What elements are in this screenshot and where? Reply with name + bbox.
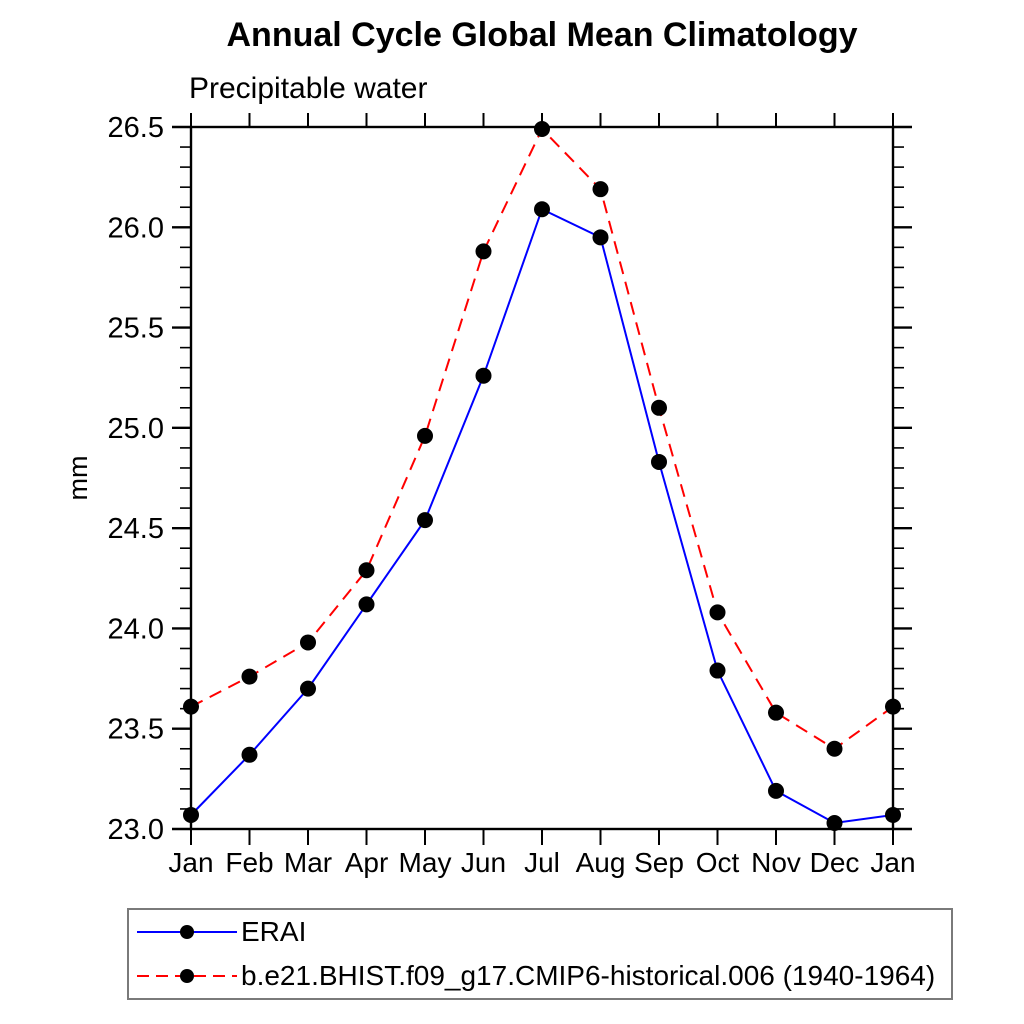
model-marker: [709, 604, 726, 621]
erai-marker: [592, 229, 609, 246]
erai-marker: [241, 746, 258, 763]
legend: ERAI b.e21.BHIST.f09_g17.CMIP6-historica…: [127, 908, 953, 1000]
x-tick-label: Jan: [870, 847, 915, 878]
model-marker: [826, 740, 843, 757]
model-marker: [241, 668, 258, 685]
model-sample-marker-icon: [180, 968, 194, 983]
x-tick-label: Oct: [696, 847, 740, 878]
x-tick-label: Feb: [225, 847, 273, 878]
legend-label-erai: ERAI: [241, 916, 307, 948]
erai-marker: [475, 367, 492, 384]
model-line-sample: [137, 968, 237, 983]
plot-box: [189, 125, 895, 831]
model-marker: [300, 634, 316, 651]
erai-marker: [709, 662, 726, 679]
y-tick-label: 25.0: [108, 413, 164, 445]
legend-item-erai: ERAI: [135, 911, 951, 953]
y-tick-label: 23.0: [108, 814, 164, 846]
erai-marker: [534, 201, 550, 218]
model-marker: [651, 399, 667, 416]
erai-marker: [826, 814, 843, 831]
chart-subtitle: Precipitable water: [189, 72, 428, 105]
legend-item-model: b.e21.BHIST.f09_g17.CMIP6-historical.006…: [135, 955, 951, 997]
x-tick-label: Mar: [284, 847, 332, 878]
erai-line: [190, 207, 894, 825]
erai-marker: [417, 512, 433, 529]
chart-title: Annual Cycle Global Mean Climatology: [226, 16, 858, 54]
erai-marker: [885, 806, 901, 823]
y-tick-label: 24.0: [108, 613, 164, 645]
model-marker: [885, 698, 901, 715]
x-tick-label: May: [399, 847, 452, 878]
erai-marker: [651, 453, 667, 470]
y-tick-label: 25.5: [108, 313, 164, 345]
erai-marker: [183, 806, 199, 823]
x-tick-label: Jun: [461, 847, 506, 878]
erai-line-sample: [137, 925, 237, 940]
x-tick-label: Sep: [634, 847, 684, 878]
x-tick-label: Jan: [168, 847, 213, 878]
model-marker: [183, 698, 199, 715]
model-marker: [534, 121, 550, 138]
model-marker: [358, 562, 375, 579]
erai-marker: [300, 680, 316, 697]
erai-marker: [768, 782, 784, 799]
y-tick-label: 26.5: [108, 112, 164, 144]
x-tick-label: Dec: [810, 847, 860, 878]
y-tick-label: 23.5: [108, 714, 164, 746]
legend-label-model: b.e21.BHIST.f09_g17.CMIP6-historical.006…: [241, 959, 936, 991]
x-tick-label: Nov: [751, 847, 801, 878]
model-marker: [475, 243, 492, 260]
model-marker: [592, 181, 609, 198]
model-line: [190, 127, 894, 751]
model-marker: [768, 704, 784, 721]
y-tick-label: 26.0: [108, 212, 164, 244]
erai-marker: [358, 596, 375, 613]
x-tick-label: Apr: [345, 847, 389, 878]
x-tick-label: Aug: [576, 847, 626, 878]
erai-sample-marker-icon: [180, 925, 194, 940]
model-marker: [417, 427, 433, 444]
x-tick-label: Jul: [524, 847, 560, 878]
y-tick-label: 24.5: [108, 513, 164, 545]
